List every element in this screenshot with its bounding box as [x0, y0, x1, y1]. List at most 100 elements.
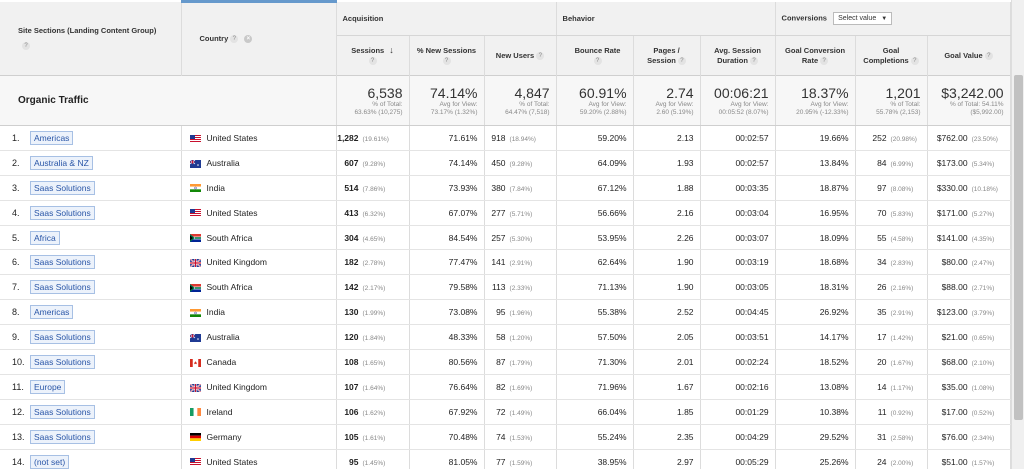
goal-completions-value: 35 — [877, 307, 887, 318]
goal-value-value: $173.00 — [936, 157, 968, 168]
new-sessions-cell: 73.93% — [409, 175, 485, 201]
table-row[interactable]: 9. Saas Solutions Australia 120 (1.84%) 48… — [0, 324, 1011, 351]
help-icon[interactable]: ? — [230, 35, 239, 44]
new-users-value: 74 — [496, 431, 506, 442]
goal-conv-rate-cell: 26.92% — [775, 299, 856, 326]
goal-conv-rate-cell: 18.87% — [775, 175, 856, 201]
landing-group-cell: 3. Saas Solutions — [0, 175, 182, 201]
summary-sub: 55.78% (2,153) — [876, 108, 921, 116]
table-row[interactable]: 6. Saas Solutions United Kingdom 182 (2.78… — [0, 249, 1011, 276]
goal-value-pct: (5.27%) — [971, 210, 995, 218]
avg-duration-cell: 00:03:51 — [700, 324, 776, 351]
new-sessions-cell: 74.14% — [409, 150, 485, 176]
group-header-conversions: Conversions Select value ▼ — [775, 1, 1011, 36]
sessions-cell: 182 (2.78%) — [336, 249, 410, 276]
help-icon[interactable]: ? — [22, 42, 30, 51]
table-row[interactable]: 13. Saas Solutions Germany 105 (1.61%) 70.… — [0, 424, 1011, 450]
table-row[interactable]: 10. Saas Solutions Canada 108 (1.65%) 80.5… — [0, 349, 1011, 375]
us-flag-icon — [189, 458, 201, 467]
landing-group-cell: 13. Saas Solutions — [0, 424, 182, 450]
goal-completions-pct: (20.98%) — [890, 135, 917, 143]
landing-group-link[interactable]: (not set) — [30, 454, 70, 469]
column-header-new-users[interactable]: New Users ? — [484, 35, 557, 76]
column-header-sessions[interactable]: Sessions ↓? — [336, 35, 410, 76]
pages-session-cell: 2.13 — [633, 125, 701, 151]
scrollbar-thumb[interactable] — [1014, 75, 1023, 420]
landing-group-link[interactable]: Americas — [30, 130, 74, 145]
landing-group-link[interactable]: Saas Solutions — [30, 205, 95, 220]
new-users-cell: 95 (1.96%) — [484, 299, 557, 326]
landing-group-link[interactable]: Saas Solutions — [30, 255, 95, 270]
column-header-goal-conv-rate[interactable]: Goal Conversion Rate ? — [775, 35, 856, 76]
row-index: 6. — [12, 257, 20, 268]
table-row[interactable]: 3. Saas Solutions India 514 (7.86%) 73.93%… — [0, 175, 1011, 201]
help-icon[interactable]: ? — [593, 56, 602, 65]
remove-dimension-icon[interactable]: × — [244, 35, 253, 44]
help-icon[interactable]: ? — [984, 51, 993, 60]
landing-group-link[interactable]: Saas Solutions — [30, 180, 95, 195]
landing-group-link[interactable]: Saas Solutions — [30, 354, 95, 369]
landing-group-link[interactable]: Saas Solutions — [30, 429, 95, 444]
country-name: India — [206, 307, 225, 318]
goal-value-pct: (2.47%) — [971, 260, 995, 268]
table-row[interactable]: 12. Saas Solutions Ireland 106 (1.62%) 67.… — [0, 399, 1011, 425]
help-icon[interactable]: ? — [820, 56, 829, 65]
table-row[interactable]: 5. Africa South Africa 304 (4.65%) 84.54% … — [0, 225, 1011, 251]
new-users-pct: (1.79%) — [509, 359, 533, 367]
landing-group-link[interactable]: Europe — [30, 379, 66, 394]
table-row[interactable]: 14. (not set) United States 95 (1.45%) 81.… — [0, 449, 1011, 469]
column-header-goal-completions[interactable]: Goal Completions ? — [855, 35, 928, 76]
column-header-avg-duration[interactable]: Avg. Session Duration ? — [700, 35, 776, 76]
landing-group-link[interactable]: Americas — [30, 305, 74, 320]
landing-group-link[interactable]: Saas Solutions — [30, 404, 95, 419]
table-row[interactable]: 4. Saas Solutions United States 413 (6.32%… — [0, 200, 1011, 226]
summary-sub: Avg for View: — [655, 100, 694, 108]
landing-group-link[interactable]: Saas Solutions — [30, 280, 95, 295]
column-header-new-sessions[interactable]: % New Sessions? — [409, 35, 485, 76]
vertical-scrollbar[interactable] — [1011, 0, 1024, 469]
help-icon[interactable]: ? — [910, 56, 919, 65]
sort-down-icon[interactable]: ↓ — [389, 45, 394, 55]
goal-value-pct: (2.10%) — [971, 359, 995, 367]
table-row[interactable]: 8. Americas India 130 (1.99%) 73.08% 95 (1.… — [0, 299, 1011, 326]
goal-completions-cell: 35 (2.91%) — [855, 299, 928, 326]
summary-avg-duration: 00:06:21 Avg for View: 00:05:52 (8.07%) — [700, 75, 776, 126]
help-icon[interactable]: ? — [677, 56, 686, 65]
goal-conv-rate-cell: 29.52% — [775, 424, 856, 450]
avg-duration-cell: 00:02:57 — [700, 150, 776, 176]
goal-completions-pct: (2.58%) — [890, 434, 914, 442]
pages-session-cell: 1.90 — [633, 274, 701, 301]
column-header-bounce-rate[interactable]: Bounce Rate? — [556, 35, 634, 76]
landing-group-link[interactable]: Saas Solutions — [30, 330, 95, 345]
country-cell: United Kingdom — [181, 374, 337, 400]
summary-sessions: 6,538% of Total: 63.63% (10,275) — [336, 75, 410, 126]
new-users-cell: 87 (1.79%) — [484, 349, 557, 375]
goal-completions-cell: 20 (1.67%) — [855, 349, 928, 375]
help-icon[interactable]: ? — [368, 57, 377, 66]
goal-value-value: $141.00 — [936, 232, 968, 243]
goal-value-cell: $51.00 (1.57%) — [927, 449, 1011, 469]
pages-session-cell: 2.26 — [633, 225, 701, 251]
column-header-country[interactable]: Country ? × — [181, 0, 337, 76]
gb-flag-icon — [189, 258, 201, 268]
table-row[interactable]: 7. Saas Solutions South Africa 142 (2.17%)… — [0, 274, 1011, 301]
table-row[interactable]: 11. Europe United Kingdom 107 (1.64%) 76.6… — [0, 374, 1011, 400]
help-icon[interactable]: ? — [536, 51, 545, 60]
help-icon[interactable]: ? — [750, 56, 758, 65]
help-icon[interactable]: ? — [442, 56, 451, 65]
new-sessions-cell: 80.56% — [409, 349, 485, 375]
goal-select-dropdown[interactable]: Select value ▼ — [833, 11, 893, 25]
pages-session-cell: 1.85 — [633, 399, 701, 425]
sessions-pct: (7.86%) — [362, 185, 386, 193]
column-header-goal-value[interactable]: Goal Value ? — [927, 35, 1011, 76]
column-header-pages-session[interactable]: Pages / Session ? — [633, 35, 701, 76]
goal-conv-rate-cell: 16.95% — [775, 200, 856, 226]
landing-group-link[interactable]: Australia & NZ — [30, 155, 93, 170]
table-row[interactable]: 1. Americas United States 1,282 (19.61%) 7… — [0, 125, 1011, 151]
acquisition-label: Acquisition — [342, 13, 384, 23]
column-header-landing-group[interactable]: Site Sections (Landing Content Group) ? — [0, 1, 182, 76]
landing-group-link[interactable]: Africa — [30, 230, 60, 245]
sessions-value: 95 — [349, 456, 359, 467]
table-row[interactable]: 2. Australia & NZ Australia 607 (9.28%) 74… — [0, 150, 1011, 176]
sessions-value: 107 — [344, 381, 359, 392]
